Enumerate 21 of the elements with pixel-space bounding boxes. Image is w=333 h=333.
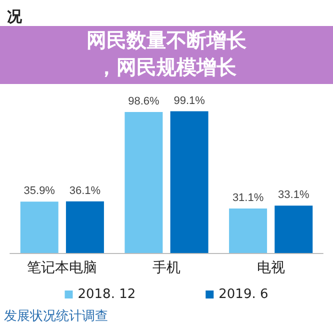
data-label: 31.1% <box>232 192 264 204</box>
data-label: 36.1% <box>69 184 101 197</box>
x-tick-label: 笔记本电脑 <box>27 260 98 276</box>
text: 发展状况统计调查 <box>4 309 108 324</box>
chart-title: 况 <box>7 8 23 26</box>
x-tick-label: 电视 <box>256 260 285 276</box>
x-tick-label: 手机 <box>152 260 180 276</box>
data-label: 33.1% <box>278 189 310 202</box>
data-label: 35.9% <box>24 185 56 198</box>
bar <box>170 111 208 253</box>
text: 网民数量不断增长 <box>86 28 248 52</box>
text: ，网民规模增长 <box>96 55 238 79</box>
legend-label: 2019. 6 <box>218 287 268 302</box>
data-label: 99.1% <box>174 94 206 107</box>
bar <box>229 208 268 253</box>
bar <box>20 202 58 253</box>
bar <box>124 112 163 253</box>
bar <box>274 206 313 253</box>
bar <box>66 201 104 253</box>
data-label: 98.6% <box>128 96 160 108</box>
legend-label: 2018. 12 <box>78 287 136 302</box>
